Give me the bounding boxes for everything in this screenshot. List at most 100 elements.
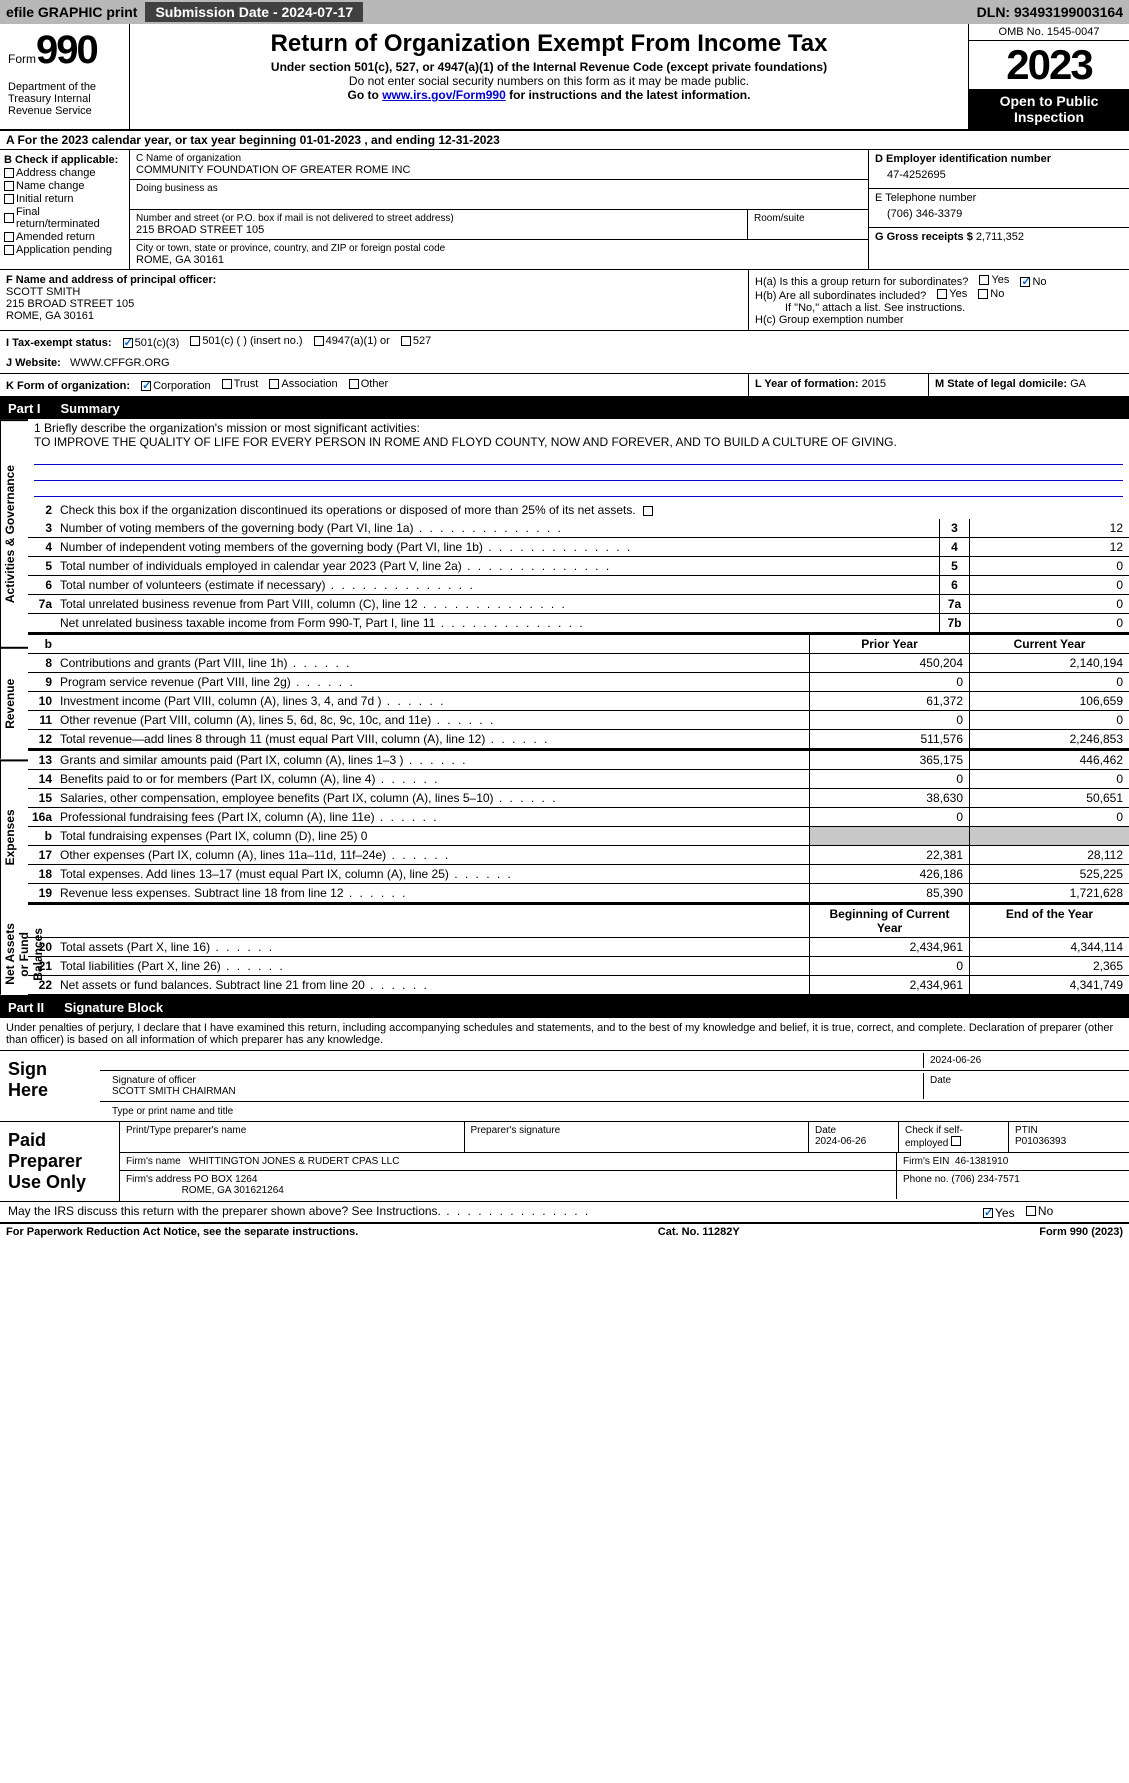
line-value: 0	[969, 595, 1129, 613]
form-header: Form990 Department of the Treasury Inter…	[0, 24, 1129, 131]
prior-year-value: 0	[809, 711, 969, 729]
summary-line: 11Other revenue (Part VIII, column (A), …	[28, 711, 1129, 730]
col-b-header: B Check if applicable:	[4, 154, 125, 166]
page-footer: For Paperwork Reduction Act Notice, see …	[0, 1224, 1129, 1240]
current-year-value	[969, 827, 1129, 845]
firm-name-label: Firm's name	[126, 1156, 181, 1167]
line-value: 12	[969, 538, 1129, 556]
paid-preparer-row: Paid Preparer Use Only Print/Type prepar…	[0, 1121, 1129, 1202]
form-number: 990	[36, 28, 97, 72]
label-association: Association	[281, 378, 337, 390]
entity-info-grid: B Check if applicable: Address change Na…	[0, 150, 1129, 270]
hc-label: H(c) Group exemption number	[755, 314, 1123, 326]
firm-ein-value: 46-1381910	[955, 1156, 1008, 1167]
prior-year-header: Prior Year	[809, 635, 969, 653]
tax-status-label: I Tax-exempt status:	[6, 337, 112, 349]
sign-date: 2024-06-26	[923, 1053, 1123, 1068]
prior-year-value: 2,434,961	[809, 976, 969, 994]
checkbox-4947[interactable]	[314, 336, 324, 346]
part2-title: Signature Block	[64, 1000, 163, 1015]
firm-name-value: WHITTINGTON JONES & RUDERT CPAS LLC	[189, 1156, 399, 1167]
checkbox-ha-no[interactable]	[1020, 277, 1030, 287]
line-box-num: 5	[939, 557, 969, 575]
label-discuss-yes: Yes	[995, 1206, 1015, 1220]
submission-date-button[interactable]: Submission Date - 2024-07-17	[145, 2, 363, 22]
checkbox-527[interactable]	[401, 336, 411, 346]
summary-line: 6Total number of volunteers (estimate if…	[28, 576, 1129, 595]
checkbox-discuss-no[interactable]	[1026, 1206, 1036, 1216]
summary-line: 7aTotal unrelated business revenue from …	[28, 595, 1129, 614]
current-year-value: 28,112	[969, 846, 1129, 864]
column-b-checkboxes: B Check if applicable: Address change Na…	[0, 150, 130, 269]
line-text: Net unrelated business taxable income fr…	[56, 614, 939, 632]
line-text: Total number of volunteers (estimate if …	[56, 576, 939, 594]
label-yes-2: Yes	[949, 288, 967, 300]
checkbox-final-return[interactable]	[4, 213, 14, 223]
penalties-text: Under penalties of perjury, I declare th…	[0, 1018, 1129, 1050]
summary-line: 22Net assets or fund balances. Subtract …	[28, 976, 1129, 995]
summary-line: 10Investment income (Part VIII, column (…	[28, 692, 1129, 711]
checkbox-hb-no[interactable]	[978, 289, 988, 299]
mission-label: 1 Briefly describe the organization's mi…	[34, 421, 1123, 435]
row-j: J Website: WWW.CFFGR.ORG	[0, 353, 1129, 374]
year-formation-value: 2015	[862, 378, 886, 390]
current-year-value: 106,659	[969, 692, 1129, 710]
phone-value: (706) 346-3379	[875, 204, 1123, 224]
line-num: 7a	[28, 595, 56, 613]
summary-line: Net unrelated business taxable income fr…	[28, 614, 1129, 633]
current-year-value: 2,246,853	[969, 730, 1129, 748]
checkbox-line2[interactable]	[643, 506, 653, 516]
city-value: ROME, GA 30161	[136, 254, 862, 266]
prior-year-value: 450,204	[809, 654, 969, 672]
prior-year-value: 426,186	[809, 865, 969, 883]
domicile-value: GA	[1070, 378, 1086, 390]
street-value: 215 BROAD STREET 105	[136, 224, 741, 236]
prior-year-value: 0	[809, 770, 969, 788]
checkbox-ha-yes[interactable]	[979, 275, 989, 285]
checkbox-amended-return[interactable]	[4, 232, 14, 242]
label-address-change: Address change	[16, 167, 96, 179]
summary-line: 16aProfessional fundraising fees (Part I…	[28, 808, 1129, 827]
officer-city: ROME, GA 30161	[6, 310, 742, 322]
label-initial-return: Initial return	[16, 193, 73, 205]
checkbox-application-pending[interactable]	[4, 245, 14, 255]
part1-title: Summary	[61, 401, 120, 416]
current-year-value: 0	[969, 711, 1129, 729]
checkbox-501c3[interactable]	[123, 338, 133, 348]
checkbox-association[interactable]	[269, 379, 279, 389]
checkbox-self-employed[interactable]	[951, 1136, 961, 1146]
current-year-value: 1,721,628	[969, 884, 1129, 902]
checkbox-other[interactable]	[349, 379, 359, 389]
preparer-date-value: 2024-06-26	[815, 1136, 866, 1147]
discuss-label: May the IRS discuss this return with the…	[8, 1204, 441, 1218]
domicile-label: M State of legal domicile:	[935, 378, 1067, 390]
form990-link[interactable]: www.irs.gov/Form990	[382, 88, 506, 102]
checkbox-hb-yes[interactable]	[937, 289, 947, 299]
checkbox-trust[interactable]	[222, 379, 232, 389]
checkbox-address-change[interactable]	[4, 168, 14, 178]
label-discuss-no: No	[1038, 1204, 1053, 1218]
phone-label: E Telephone number	[875, 192, 1123, 204]
summary-line: 21Total liabilities (Part X, line 26)02,…	[28, 957, 1129, 976]
current-year-value: 2,365	[969, 957, 1129, 975]
checkbox-initial-return[interactable]	[4, 194, 14, 204]
hb-note: If "No," attach a list. See instructions…	[755, 302, 1123, 314]
summary-line: bTotal fundraising expenses (Part IX, co…	[28, 827, 1129, 846]
checkbox-501c[interactable]	[190, 336, 200, 346]
ha-label: H(a) Is this a group return for subordin…	[755, 276, 968, 288]
summary-line: 5Total number of individuals employed in…	[28, 557, 1129, 576]
line-text: Revenue less expenses. Subtract line 18 …	[56, 884, 809, 902]
current-year-value: 50,651	[969, 789, 1129, 807]
officer-label: F Name and address of principal officer:	[6, 274, 742, 286]
prior-year-value: 61,372	[809, 692, 969, 710]
footer-right: Form 990 (2023)	[1039, 1226, 1123, 1238]
current-year-value: 0	[969, 770, 1129, 788]
checkbox-name-change[interactable]	[4, 181, 14, 191]
summary-line: 17Other expenses (Part IX, column (A), l…	[28, 846, 1129, 865]
label-amended-return: Amended return	[16, 231, 95, 243]
line-text: Program service revenue (Part VIII, line…	[56, 673, 809, 691]
checkbox-discuss-yes[interactable]	[983, 1208, 993, 1218]
org-name-value: COMMUNITY FOUNDATION OF GREATER ROME INC	[136, 164, 862, 176]
checkbox-corporation[interactable]	[141, 381, 151, 391]
form-title: Return of Organization Exempt From Incom…	[138, 30, 960, 58]
